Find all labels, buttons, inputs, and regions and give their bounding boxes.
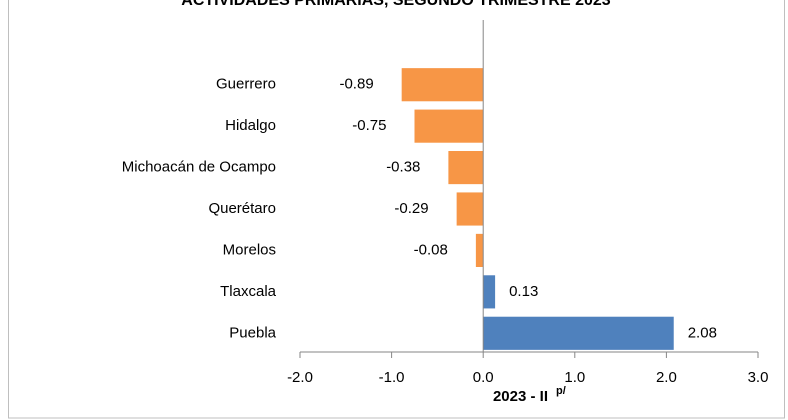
data-label: -0.38 xyxy=(386,159,420,176)
bar xyxy=(401,68,484,102)
bar xyxy=(448,151,484,185)
bar xyxy=(414,109,484,143)
x-tick-label: 0.0 xyxy=(473,369,494,386)
y-tick-label: Guerrero xyxy=(216,76,276,93)
chart-title: ACTIVIDADES PRIMARIAS, SEGUNDO TRIMESTRE… xyxy=(181,0,611,9)
data-label: 0.13 xyxy=(509,283,538,300)
x-tick-label: -2.0 xyxy=(287,369,313,386)
x-tick-label: -1.0 xyxy=(379,369,405,386)
y-tick-label: Querétaro xyxy=(208,200,276,217)
y-tick-label: Morelos xyxy=(223,241,276,258)
data-label: -0.29 xyxy=(394,200,428,217)
y-tick-label: Michoacán de Ocampo xyxy=(122,159,276,176)
x-axis-label-superscript: p/ xyxy=(556,385,566,397)
x-tick-label: 1.0 xyxy=(564,369,585,386)
data-label: -0.08 xyxy=(414,241,448,258)
x-tick-label: 3.0 xyxy=(748,369,769,386)
bar xyxy=(456,192,484,226)
bar xyxy=(483,316,674,350)
y-tick-label: Puebla xyxy=(229,324,276,341)
data-label: 2.08 xyxy=(688,324,717,341)
x-tick-label: 2.0 xyxy=(656,369,677,386)
data-label: -0.89 xyxy=(339,76,373,93)
bar xyxy=(483,275,496,309)
x-axis-label: 2023 - II xyxy=(493,388,548,405)
y-tick-label: Tlaxcala xyxy=(220,283,277,300)
y-tick-label: Hidalgo xyxy=(225,117,276,134)
data-label: -0.75 xyxy=(352,117,386,134)
bar xyxy=(475,233,484,267)
